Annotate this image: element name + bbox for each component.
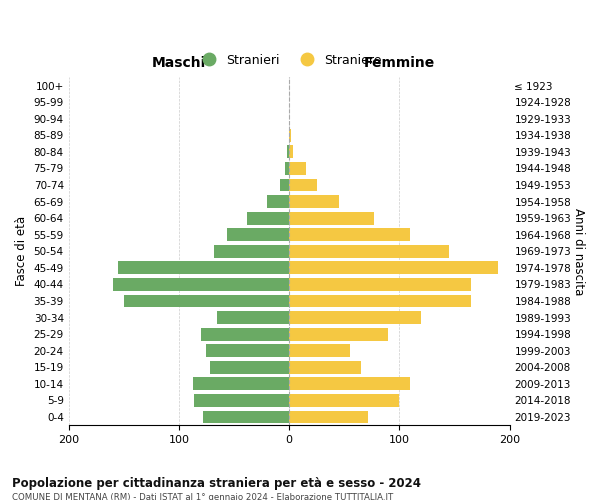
Bar xyxy=(289,228,410,241)
Text: Maschi: Maschi xyxy=(152,56,206,70)
Bar xyxy=(201,328,289,340)
Bar xyxy=(210,361,289,374)
Bar xyxy=(203,410,289,424)
Bar xyxy=(280,178,289,192)
Text: Popolazione per cittadinanza straniera per età e sesso - 2024: Popolazione per cittadinanza straniera p… xyxy=(12,478,421,490)
Bar xyxy=(193,378,289,390)
Y-axis label: Anni di nascita: Anni di nascita xyxy=(572,208,585,295)
Bar xyxy=(289,178,317,192)
Bar xyxy=(214,245,289,258)
Bar xyxy=(124,294,289,308)
Bar xyxy=(284,162,289,175)
Bar xyxy=(267,195,289,208)
Bar xyxy=(289,262,499,274)
Bar xyxy=(289,245,449,258)
Bar xyxy=(289,410,368,424)
Bar xyxy=(289,129,291,141)
Bar xyxy=(289,212,374,224)
Bar xyxy=(289,294,471,308)
Bar xyxy=(289,278,471,291)
Bar xyxy=(289,195,338,208)
Bar xyxy=(217,311,289,324)
Legend: Stranieri, Straniere: Stranieri, Straniere xyxy=(191,48,387,72)
Bar xyxy=(289,361,361,374)
Bar xyxy=(118,262,289,274)
Text: COMUNE DI MENTANA (RM) - Dati ISTAT al 1° gennaio 2024 - Elaborazione TUTTITALIA: COMUNE DI MENTANA (RM) - Dati ISTAT al 1… xyxy=(12,492,393,500)
Bar xyxy=(113,278,289,291)
Bar xyxy=(289,394,399,407)
Bar xyxy=(289,146,293,158)
Text: Femmine: Femmine xyxy=(364,56,435,70)
Bar xyxy=(289,162,305,175)
Y-axis label: Fasce di età: Fasce di età xyxy=(15,216,28,286)
Bar xyxy=(289,328,388,340)
Bar xyxy=(247,212,289,224)
Bar xyxy=(289,311,421,324)
Bar xyxy=(227,228,289,241)
Bar xyxy=(287,146,289,158)
Bar xyxy=(194,394,289,407)
Bar xyxy=(289,344,350,357)
Bar xyxy=(206,344,289,357)
Bar xyxy=(289,378,410,390)
